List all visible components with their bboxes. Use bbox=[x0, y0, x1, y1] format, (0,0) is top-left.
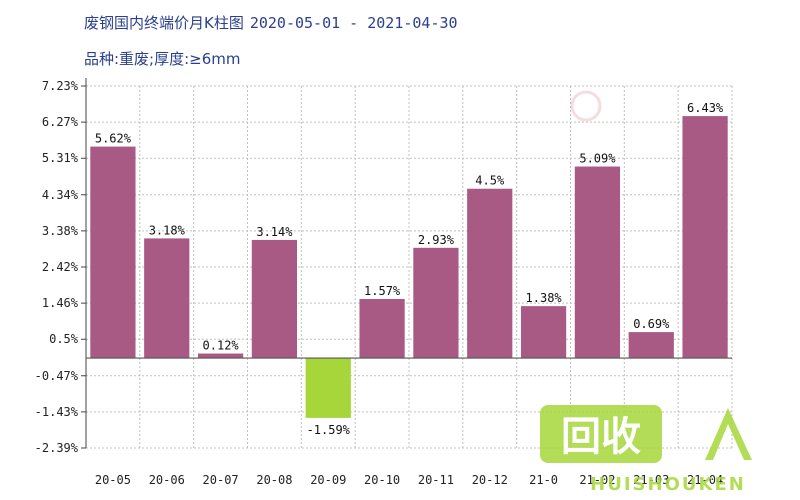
watermark-logo-top bbox=[570, 90, 602, 122]
y-tick-label: -1.43% bbox=[35, 405, 79, 419]
x-tick-label-21-02: 21-02 bbox=[579, 473, 615, 487]
data-label-20-10: 1.57% bbox=[364, 284, 401, 298]
y-axis-ticks: 7.23% 6.27% 5.31% 4.34% 3.38% 2.42% 1.46% 0.5% -… bbox=[35, 79, 79, 455]
bar-20-05 bbox=[90, 146, 136, 359]
x-tick-label-20-10: 20-10 bbox=[364, 473, 400, 487]
x-axis-ticks: 20-05 20-06 20-07 20-08 20-09 20-10 20-11 20-12… bbox=[95, 473, 723, 487]
watermark-brand-cn: 回收 bbox=[561, 414, 641, 460]
y-tick-label: 2.42% bbox=[42, 260, 79, 274]
bar-21-03 bbox=[628, 332, 674, 359]
x-tick-label-20-12: 20-12 bbox=[472, 473, 508, 487]
x-tick-label-20-05: 20-05 bbox=[95, 473, 131, 487]
bar-21-02 bbox=[574, 166, 621, 359]
y-tick-label: 0.5% bbox=[49, 332, 79, 346]
date-range: 2020-05-01 - 2021-04-30 bbox=[249, 14, 458, 32]
grid-lines bbox=[81, 78, 733, 449]
bar-20-10 bbox=[359, 298, 405, 359]
y-tick-label: 1.46% bbox=[42, 296, 79, 310]
x-tick-label-21-04: 21-04 bbox=[687, 473, 723, 487]
data-label-20-05: 5.62% bbox=[95, 132, 132, 146]
x-tick-label-21-01: 21-0 bbox=[529, 473, 558, 487]
data-label-21-01: 1.38% bbox=[526, 291, 563, 305]
bar-20-11 bbox=[413, 247, 459, 359]
data-label-21-03: 0.69% bbox=[633, 317, 670, 331]
chart-title-text: 废钢国内终端价月K柱图 bbox=[84, 14, 244, 32]
data-label-20-09: -1.59% bbox=[307, 423, 351, 437]
x-tick-label-20-07: 20-07 bbox=[203, 473, 239, 487]
bar-21-04 bbox=[682, 116, 728, 359]
data-label-21-02: 5.09% bbox=[579, 152, 616, 166]
data-label-20-06: 3.18% bbox=[149, 223, 186, 237]
bar-20-08 bbox=[251, 239, 298, 359]
bar-20-06 bbox=[144, 238, 190, 359]
bar-20-09 bbox=[305, 358, 351, 418]
bar-20-07 bbox=[197, 353, 244, 359]
chart-subtitle: 品种:重废;厚度:≥6mm bbox=[84, 50, 241, 68]
x-tick-label-20-06: 20-06 bbox=[149, 473, 185, 487]
y-tick-label: 7.23% bbox=[42, 79, 79, 93]
x-tick-label-21-03: 21-03 bbox=[633, 473, 669, 487]
data-label-20-12: 4.5% bbox=[475, 174, 505, 188]
data-label-20-08: 3.14% bbox=[256, 225, 293, 239]
y-tick-label: 6.27% bbox=[42, 115, 79, 129]
data-label-21-04: 6.43% bbox=[687, 101, 724, 115]
bar-21-01 bbox=[520, 306, 567, 359]
y-tick-label: 4.34% bbox=[42, 188, 79, 202]
x-tick-label-20-09: 20-09 bbox=[310, 473, 346, 487]
data-labels: 5.62% 3.18% 0.12% 3.14% -1.59% 1.57% 2.93% 4.5%… bbox=[95, 101, 724, 437]
y-tick-label: 3.38% bbox=[42, 224, 79, 238]
y-tick-label: 5.31% bbox=[42, 151, 79, 165]
y-tick-label: -0.47% bbox=[35, 369, 79, 383]
bars bbox=[90, 116, 728, 418]
data-label-20-07: 0.12% bbox=[203, 339, 240, 353]
watermark-brand-en: HUISHOUKEN bbox=[590, 474, 746, 495]
data-label-20-11: 2.93% bbox=[418, 233, 455, 247]
chart-title: 废钢国内终端价月K柱图 2020-05-01 - 2021-04-30 bbox=[84, 12, 458, 33]
x-tick-label-20-11: 20-11 bbox=[418, 473, 454, 487]
watermark-logo: 回收 HUISHOUKEN bbox=[540, 405, 752, 495]
bar-20-12 bbox=[467, 188, 513, 359]
x-tick-label-20-08: 20-08 bbox=[256, 473, 292, 487]
y-tick-label: -2.39% bbox=[35, 441, 79, 455]
